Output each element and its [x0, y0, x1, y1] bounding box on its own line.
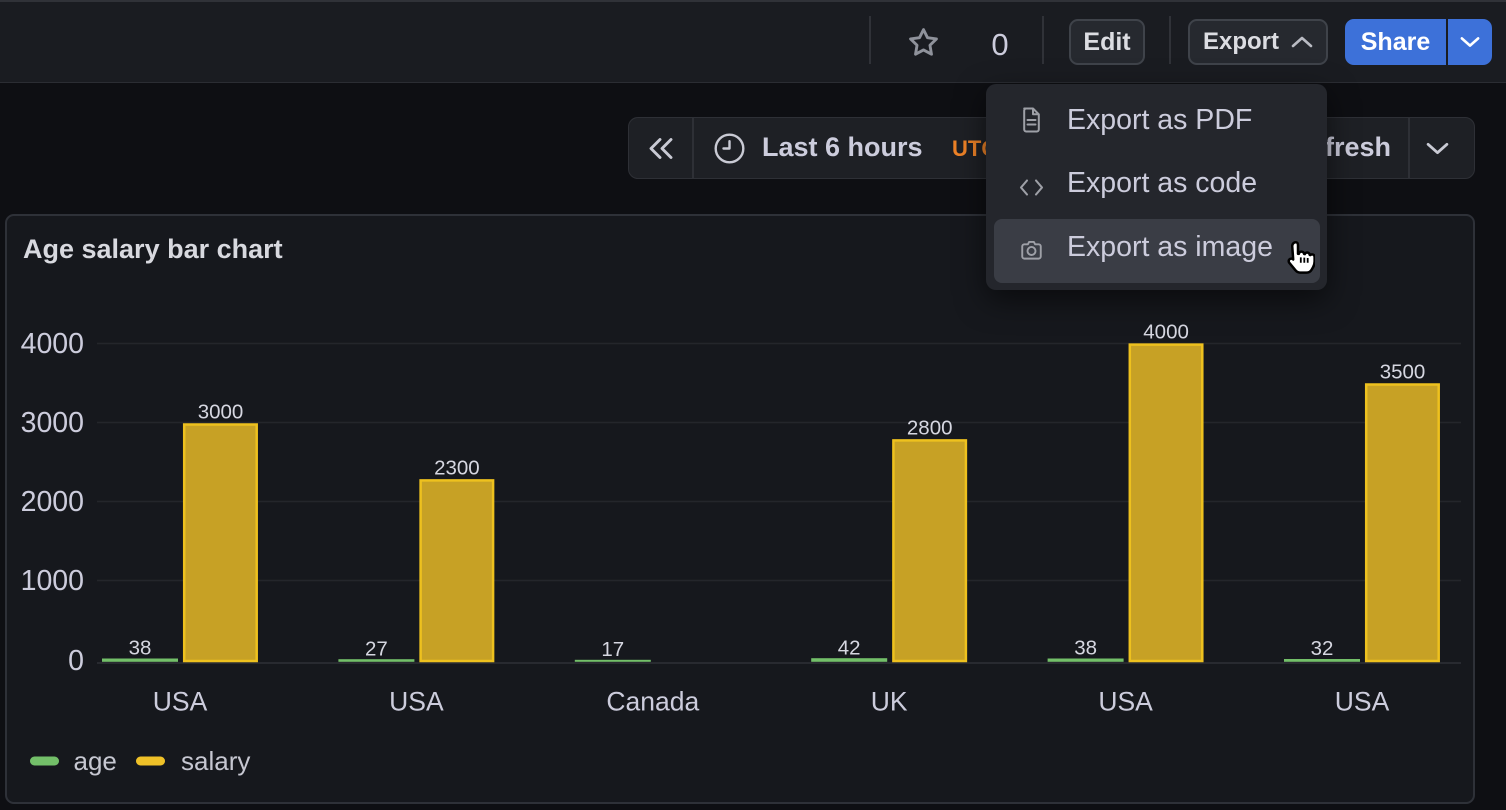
svg-text:42: 42 [838, 636, 861, 659]
svg-text:3500: 3500 [1380, 361, 1426, 384]
svg-text:0: 0 [68, 645, 84, 677]
svg-text:age: age [74, 746, 117, 776]
svg-text:UK: UK [871, 687, 908, 717]
svg-text:17: 17 [601, 638, 624, 661]
svg-text:3000: 3000 [198, 401, 244, 424]
svg-text:2000: 2000 [21, 486, 84, 518]
svg-text:USA: USA [1098, 687, 1153, 717]
svg-text:4000: 4000 [21, 328, 84, 360]
svg-text:USA: USA [389, 687, 444, 717]
svg-text:38: 38 [129, 637, 152, 660]
svg-text:1000: 1000 [21, 565, 84, 597]
svg-text:2300: 2300 [434, 456, 480, 479]
svg-text:4000: 4000 [1143, 321, 1189, 344]
svg-text:USA: USA [1335, 687, 1390, 717]
svg-text:USA: USA [153, 687, 208, 717]
svg-text:2800: 2800 [907, 416, 953, 439]
svg-text:salary: salary [181, 746, 250, 776]
svg-text:Canada: Canada [606, 687, 699, 717]
svg-text:38: 38 [1074, 637, 1097, 660]
svg-text:27: 27 [365, 637, 388, 660]
svg-text:32: 32 [1311, 637, 1334, 660]
svg-text:3000: 3000 [21, 407, 84, 439]
